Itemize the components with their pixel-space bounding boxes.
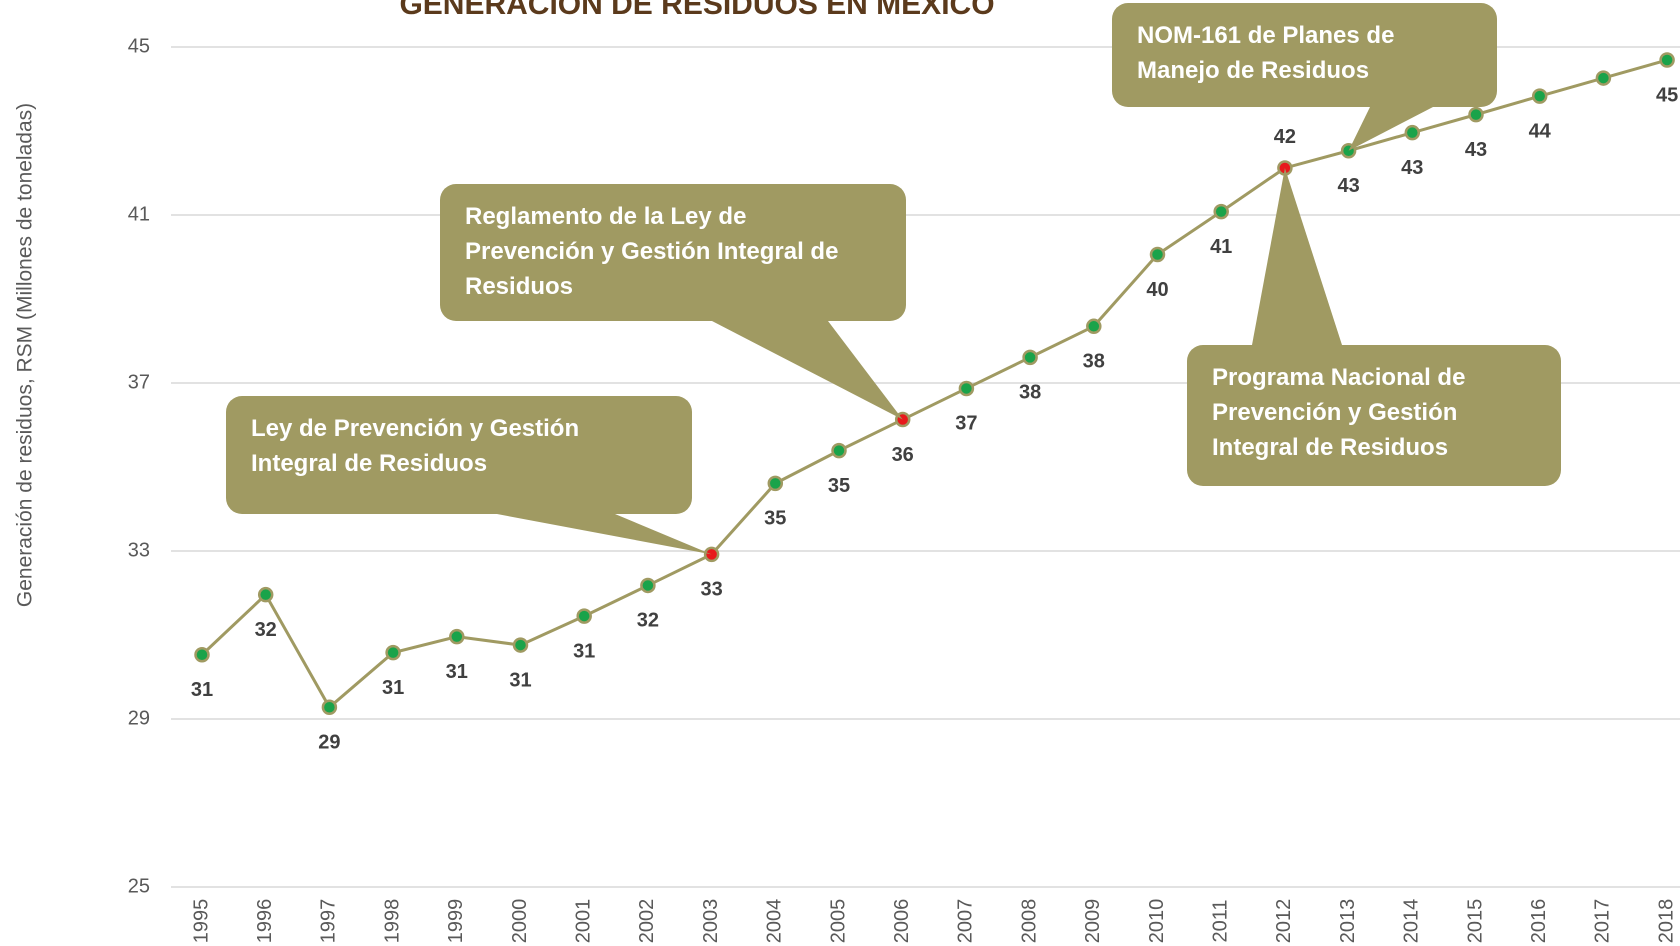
x-tick-label: 1999 — [445, 899, 467, 944]
marker — [1086, 318, 1102, 335]
data-label: 36 — [892, 444, 914, 466]
data-label: 43 — [1401, 157, 1423, 179]
data-label: 43 — [1337, 175, 1359, 197]
x-tick-label: 2015 — [1464, 899, 1486, 944]
marker — [640, 577, 656, 594]
data-label: 31 — [573, 640, 595, 662]
callout-box — [226, 396, 692, 514]
callout: NOM-161 de Planes de Manejo de Residuos — [1112, 3, 1497, 151]
x-tick-label: 2011 — [1209, 899, 1231, 942]
marker — [321, 699, 338, 715]
marker — [257, 586, 274, 603]
x-tick-label: 1997 — [318, 899, 340, 944]
callout-pointer — [1348, 107, 1433, 151]
callout-box — [440, 184, 906, 321]
y-tick-label: 37 — [128, 371, 150, 393]
y-axis-label: Generación de residuos, RSM (Millones de… — [14, 103, 37, 607]
data-label: 31 — [446, 661, 468, 683]
marker — [1213, 203, 1229, 220]
marker — [1531, 88, 1548, 104]
data-label: 31 — [509, 669, 531, 691]
chart-title: GENERACIÓN DE RESIDUOS EN MÉXICO — [399, 0, 994, 21]
data-label: 43 — [1465, 139, 1487, 161]
marker — [1022, 349, 1038, 366]
callout: Reglamento de la Ley de Prevención y Gest… — [440, 184, 906, 420]
data-label: 45 — [1656, 84, 1678, 106]
data-label: 42 — [1274, 126, 1296, 148]
x-tick-label: 2013 — [1337, 899, 1359, 944]
callout-text: Integral de Residuos — [1212, 434, 1448, 461]
data-label: 35 — [764, 508, 786, 530]
y-tick-label: 33 — [128, 539, 150, 561]
callout-text: Integral de Residuos — [251, 450, 487, 477]
x-tick-label: 1995 — [190, 899, 212, 944]
y-tick-label: 25 — [128, 875, 150, 897]
marker — [512, 637, 529, 653]
data-label: 38 — [1019, 382, 1041, 404]
data-label: 31 — [382, 677, 404, 699]
y-tick-label: 41 — [128, 203, 150, 225]
x-tick-label: 2001 — [572, 899, 594, 944]
callout-pointer — [497, 514, 712, 555]
x-tick-label: 2007 — [955, 899, 977, 944]
data-label: 40 — [1146, 279, 1168, 301]
y-tick-label: 29 — [128, 707, 150, 729]
x-tick-label: 2006 — [891, 899, 913, 944]
marker — [1149, 246, 1166, 263]
marker — [576, 608, 592, 624]
line — [200, 58, 1668, 710]
callout-text: NOM-161 de Planes de — [1137, 22, 1394, 49]
marker — [1468, 106, 1484, 123]
marker — [831, 442, 847, 459]
x-tick-label: 2014 — [1401, 899, 1423, 944]
data-label: 33 — [700, 579, 722, 601]
x-tick-label: 2009 — [1082, 899, 1104, 944]
x-tick-label: 2010 — [1146, 899, 1168, 944]
callout-text: Prevención y Gestión Integral de — [465, 238, 838, 265]
callout-pointer — [712, 321, 903, 420]
x-tick-label: 2018 — [1655, 899, 1677, 944]
callout-text: Programa Nacional de — [1212, 364, 1465, 391]
callout-text: Reglamento de la Ley de — [465, 203, 746, 230]
x-tick-label: 2003 — [700, 899, 722, 944]
data-label: 29 — [318, 732, 340, 754]
data-label: 32 — [637, 610, 659, 632]
x-tick-label: 1998 — [381, 899, 403, 944]
x-tick-label: 2000 — [509, 899, 531, 944]
x-tick-label: 2016 — [1528, 899, 1550, 944]
marker — [767, 475, 784, 492]
data-label: 41 — [1210, 236, 1232, 258]
callout-text: Manejo de Residuos — [1137, 57, 1369, 84]
callout-text: Residuos — [465, 273, 573, 300]
data-label: 35 — [828, 475, 850, 497]
data-label: 37 — [955, 413, 977, 435]
callout: Programa Nacional de Prevención y Gestión… — [1187, 167, 1561, 486]
data-label: 32 — [255, 619, 277, 641]
data-label: 38 — [1083, 351, 1105, 373]
callout-text: Ley de Prevención y Gestión — [251, 415, 579, 442]
x-tick-label: 2012 — [1273, 899, 1295, 944]
marker — [1404, 124, 1421, 141]
x-tick-label: 2008 — [1018, 899, 1040, 944]
callout-pointer — [1252, 167, 1342, 345]
marker — [1659, 52, 1675, 68]
x-tick-label: 1996 — [254, 899, 276, 944]
callout-box — [1187, 345, 1561, 486]
y-tick-label: 45 — [128, 35, 150, 57]
x-tick-label: 2005 — [827, 899, 849, 944]
callout: Ley de Prevención y Gestión Integral de R… — [226, 396, 712, 555]
marker — [958, 380, 975, 397]
marker — [385, 644, 401, 661]
data-label: 31 — [191, 679, 213, 701]
callout-text: Prevención y Gestión — [1212, 399, 1457, 426]
data-label: 44 — [1529, 120, 1552, 142]
callout-box — [1112, 3, 1497, 107]
marker — [449, 628, 465, 645]
marker — [1595, 70, 1612, 86]
marker — [194, 646, 210, 663]
x-tick-label: 2004 — [764, 899, 786, 944]
x-tick-label: 2017 — [1592, 899, 1614, 944]
x-tick-label: 2002 — [636, 899, 658, 944]
